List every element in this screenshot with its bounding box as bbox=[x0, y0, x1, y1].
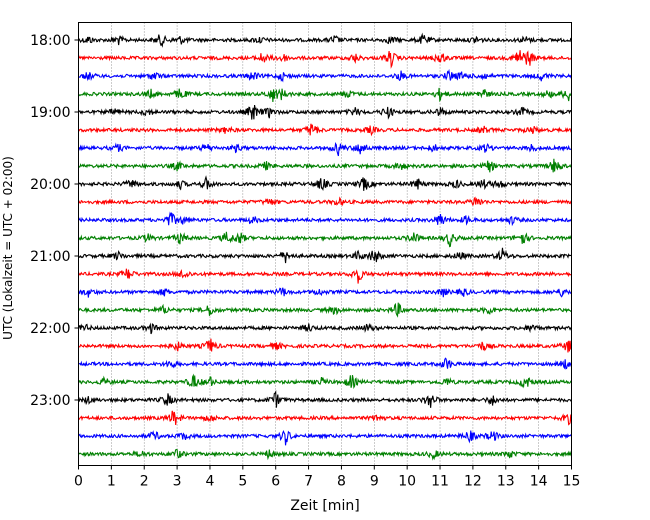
x-tick-label: 7 bbox=[304, 474, 313, 490]
trace-line bbox=[78, 338, 572, 353]
x-tick-label: 9 bbox=[370, 474, 379, 490]
x-tick-label: 12 bbox=[464, 474, 482, 490]
x-tick-label: 4 bbox=[206, 474, 215, 490]
trace-line bbox=[78, 357, 573, 370]
plot-border bbox=[78, 22, 572, 466]
x-tick-label: 2 bbox=[140, 474, 149, 490]
trace-line bbox=[77, 175, 572, 191]
trace-line bbox=[78, 302, 572, 318]
trace-line bbox=[78, 390, 572, 408]
trace-line bbox=[78, 231, 573, 248]
x-tick-label: 13 bbox=[497, 474, 515, 490]
y-axis-label: UTC (Lokalzeit = UTC + 02:00) bbox=[1, 156, 15, 340]
trace-line bbox=[78, 68, 573, 83]
trace-line bbox=[77, 247, 572, 264]
trace-line bbox=[78, 449, 573, 461]
y-tick-label: 20:00 bbox=[30, 177, 70, 193]
trace-line bbox=[78, 373, 572, 389]
x-tick-label: 14 bbox=[530, 474, 548, 490]
x-tick-label: 11 bbox=[431, 474, 449, 490]
x-axis-label: Zeit [min] bbox=[290, 498, 359, 514]
y-tick-label: 22:00 bbox=[30, 321, 70, 337]
y-tick-label: 23:00 bbox=[30, 393, 70, 409]
trace-line bbox=[78, 141, 572, 157]
x-tick-label: 1 bbox=[107, 474, 116, 490]
trace-line bbox=[78, 430, 572, 446]
trace-line bbox=[78, 104, 573, 120]
trace-line bbox=[78, 287, 572, 298]
x-tick-label: 6 bbox=[271, 474, 280, 490]
x-tick-label: 8 bbox=[337, 474, 346, 490]
trace-line bbox=[78, 50, 573, 69]
x-tick-label: 3 bbox=[173, 474, 182, 490]
y-tick-label: 19:00 bbox=[30, 105, 70, 121]
trace-line bbox=[78, 158, 572, 173]
y-axis-ticks: 18:00 19:00 20:00 21:00 22:00 23:00 bbox=[30, 33, 79, 409]
trace-line bbox=[77, 196, 572, 207]
trace-line bbox=[78, 32, 572, 48]
y-tick-label: 18:00 bbox=[30, 33, 70, 49]
x-tick-label: 10 bbox=[398, 474, 416, 490]
x-tick-label: 5 bbox=[238, 474, 247, 490]
trace-line bbox=[78, 410, 573, 426]
trace-line bbox=[77, 322, 572, 335]
trace-line bbox=[78, 268, 572, 284]
x-tick-label: 0 bbox=[74, 474, 83, 490]
y-tick-label: 21:00 bbox=[30, 249, 70, 265]
x-axis-ticks: 0 1 2 3 4 5 6 7 8 9 10 11 12 13 14 15 bbox=[74, 465, 581, 490]
traces bbox=[77, 32, 573, 461]
trace-line bbox=[78, 87, 572, 103]
trace-line bbox=[78, 211, 573, 227]
x-tick-label: 15 bbox=[563, 474, 581, 490]
trace-line bbox=[78, 123, 572, 137]
